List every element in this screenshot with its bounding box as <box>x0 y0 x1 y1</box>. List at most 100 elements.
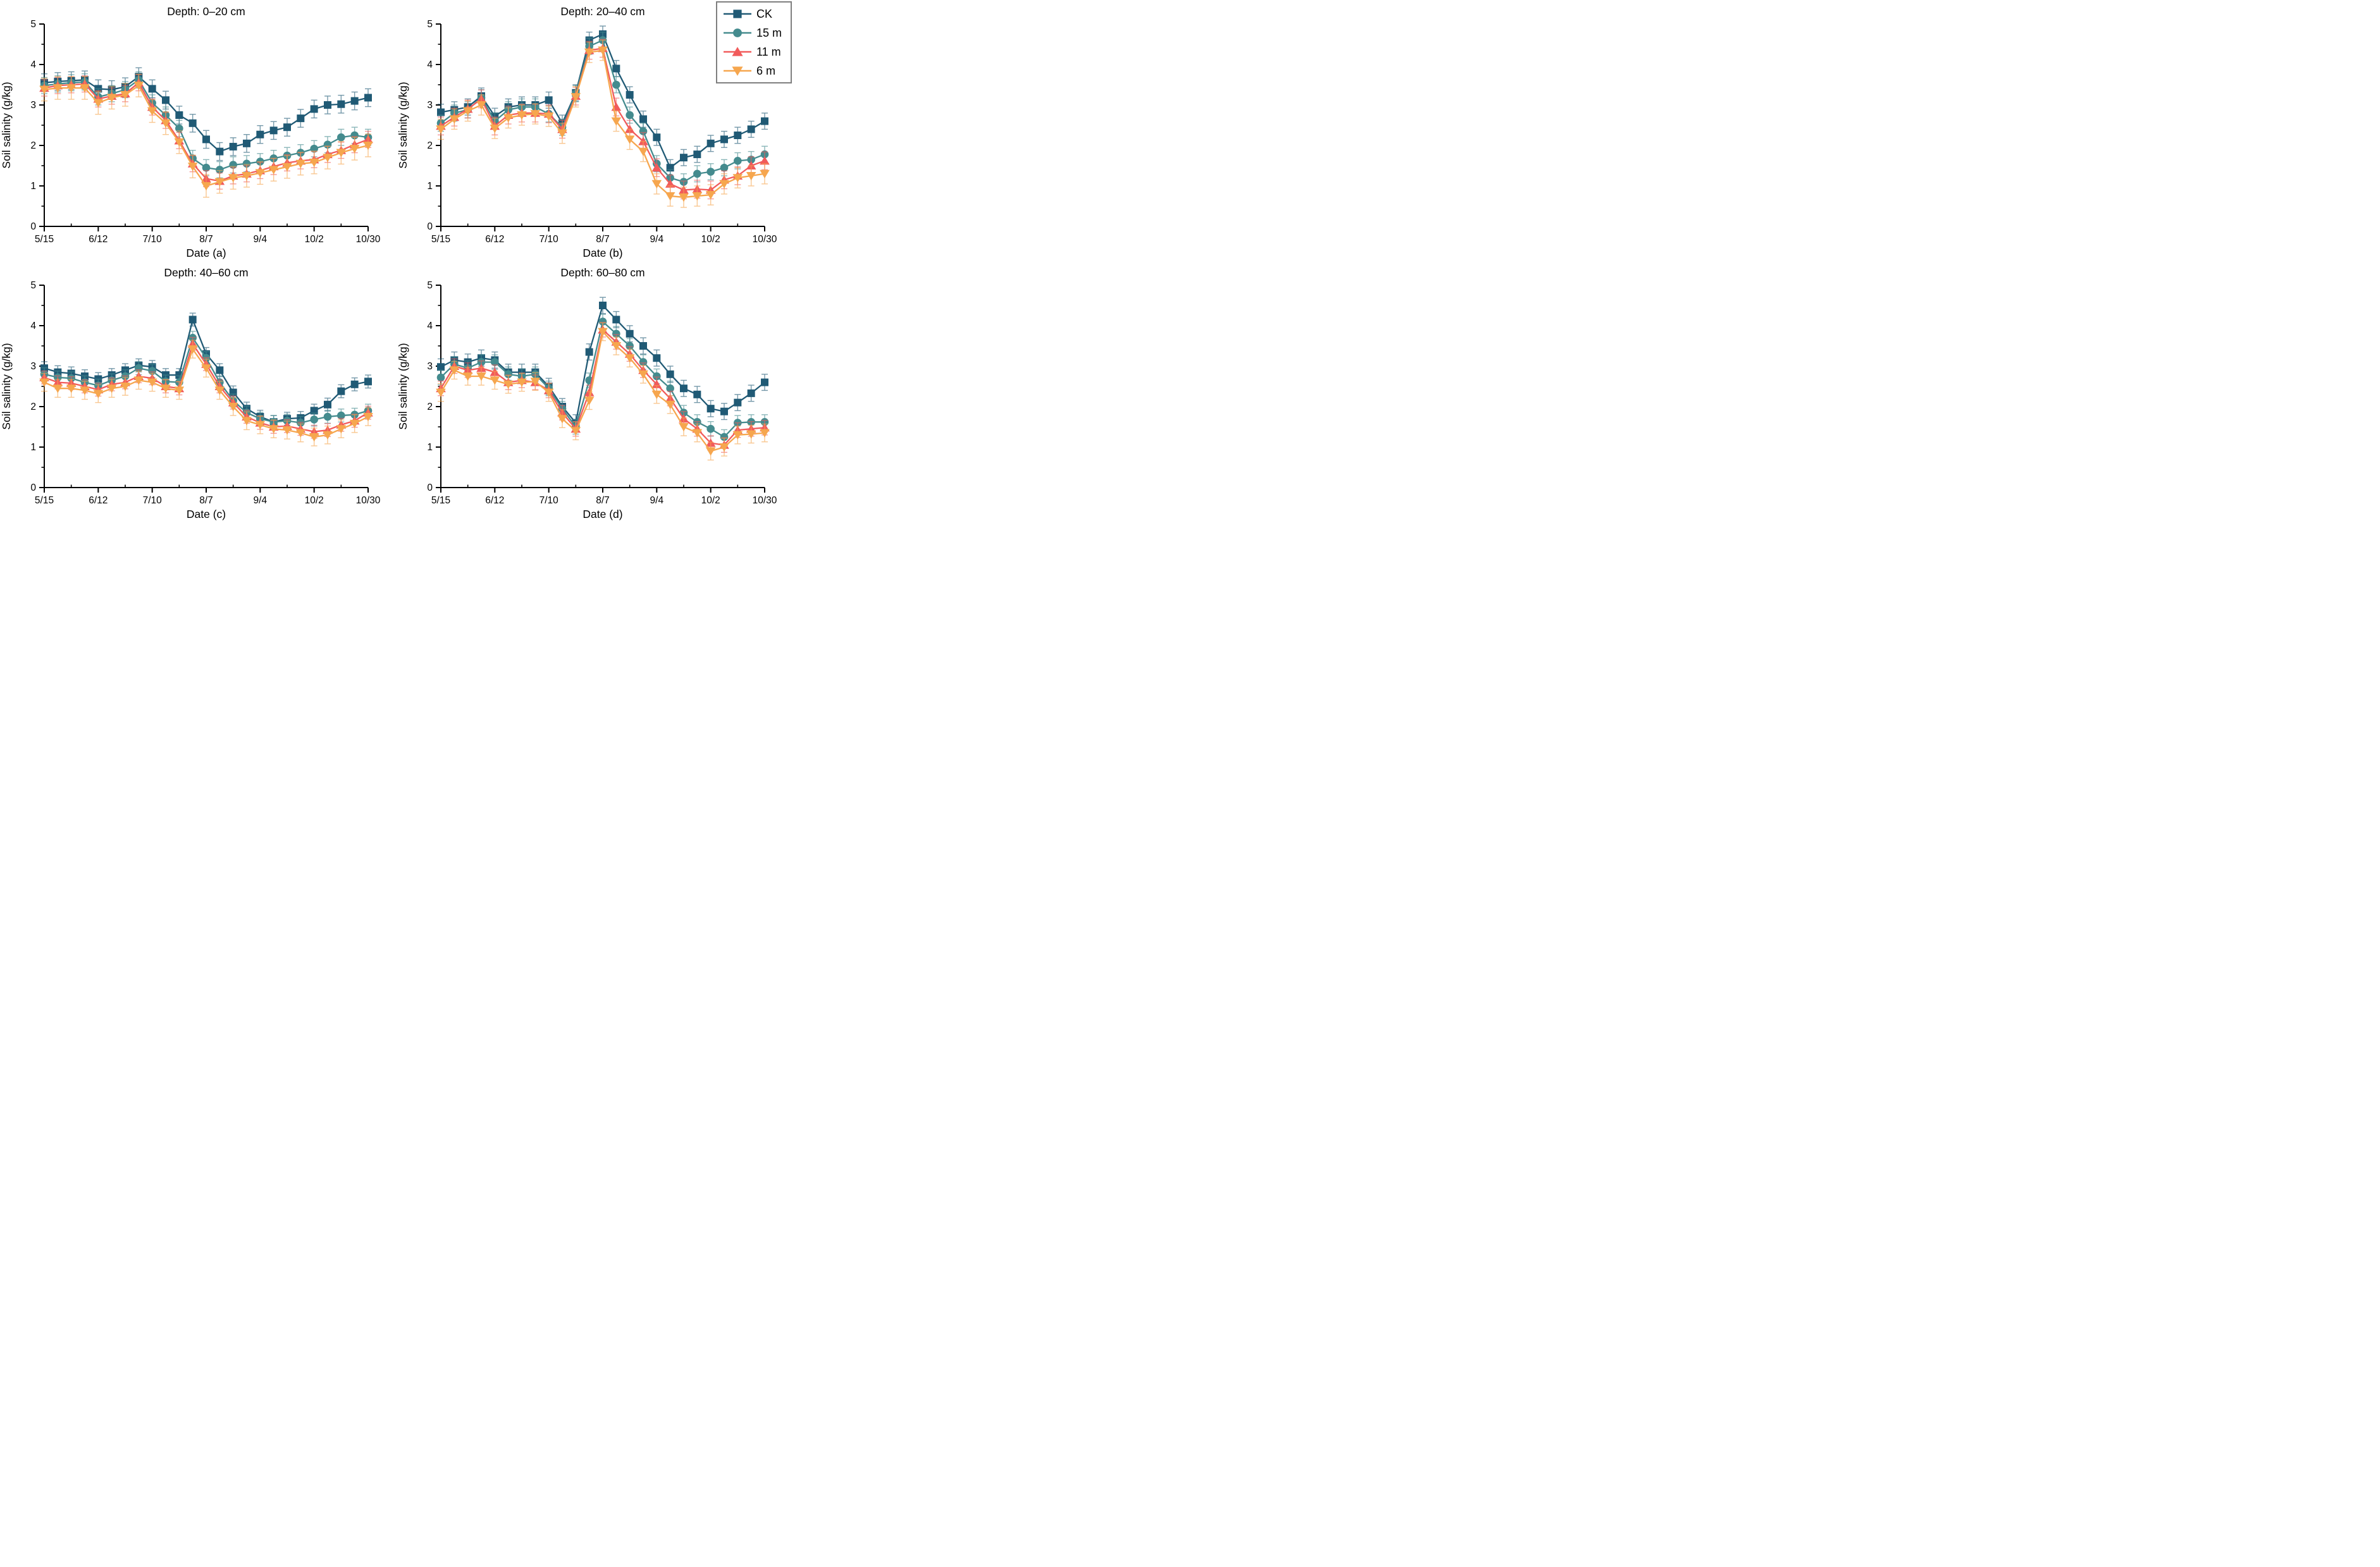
y-tick-label: 1 <box>427 181 433 192</box>
square-marker-icon <box>324 101 331 109</box>
triangle-down-marker-icon <box>719 443 729 452</box>
square-marker-icon <box>364 94 372 102</box>
series-markers <box>436 325 770 449</box>
square-marker-icon <box>310 407 318 415</box>
square-marker-icon <box>693 390 701 398</box>
square-marker-icon <box>761 117 768 125</box>
circle-marker-icon <box>706 424 715 433</box>
panel-c-yaxis-label: Soil salinity (g/kg) <box>0 343 13 429</box>
axes <box>39 23 369 231</box>
square-marker-icon <box>693 151 701 159</box>
panel-c-chart: Depth: 40–60 cm Date (c) Soil salinity (g/… <box>0 266 381 520</box>
square-marker-icon <box>148 85 156 93</box>
triangle-down-marker-icon <box>760 429 770 438</box>
error-bars <box>41 331 371 430</box>
circle-marker-icon <box>720 433 729 441</box>
square-marker-icon <box>585 348 593 356</box>
triangle-down-marker-icon <box>679 423 689 432</box>
panel-a-chart: Depth: 0–20 cm Date (a) Soil salinity (g/k… <box>0 5 381 259</box>
triangle-down-marker-icon <box>120 383 130 391</box>
triangle-down-marker-icon <box>598 46 608 55</box>
y-tick-label: 4 <box>30 59 36 70</box>
panel-b-yaxis-label: Soil salinity (g/kg) <box>397 82 409 168</box>
triangle-down-marker-icon <box>462 107 473 116</box>
figure-canvas: Depth: 0–20 cm Date (a) Soil salinity (g/k… <box>0 0 793 522</box>
triangle-down-marker-icon <box>624 135 635 144</box>
square-marker-icon <box>680 384 687 393</box>
square-marker-icon <box>324 400 331 409</box>
triangle-down-marker-icon <box>503 114 514 123</box>
triangle-down-marker-icon <box>584 48 595 57</box>
panel-d-chart: Depth: 60–80 cm Date (d) Soil salinity (g/… <box>397 266 777 520</box>
triangle-down-marker-icon <box>349 419 360 429</box>
panel-b-title: Depth: 20–40 cm <box>560 5 644 18</box>
y-tick-label: 4 <box>427 321 433 331</box>
y-tick-label: 3 <box>427 100 433 111</box>
square-marker-icon <box>350 380 359 388</box>
x-tick-label: 5/15 <box>431 495 450 506</box>
triangle-down-marker-icon <box>462 372 473 381</box>
triangle-up-marker-icon <box>651 379 662 388</box>
circle-marker-icon <box>733 28 742 37</box>
y-tick-label: 5 <box>427 19 433 30</box>
y-tick-label: 5 <box>427 280 433 291</box>
panel-b-xaxis-label: Date (b) <box>583 247 622 259</box>
square-marker-icon <box>350 97 359 105</box>
legend-item-11m: 11 m <box>722 42 782 61</box>
series-6m <box>436 39 770 208</box>
y-tick-label: 2 <box>427 402 433 412</box>
square-marker-icon <box>297 114 305 123</box>
circle-marker-icon <box>706 168 715 176</box>
triangle-down-marker-icon <box>557 129 567 138</box>
11m-triangle-up-marker-icon <box>723 47 751 56</box>
square-marker-icon <box>639 342 647 350</box>
x-tick-label: 5/15 <box>35 234 54 245</box>
triangle-down-marker-icon <box>530 110 541 119</box>
x-tick-label: 10/30 <box>753 234 777 245</box>
triangle-down-marker-icon <box>228 403 238 412</box>
triangle-down-marker-icon <box>120 91 130 100</box>
series-15m <box>40 71 373 178</box>
square-marker-icon <box>720 407 728 415</box>
triangle-down-marker-icon <box>624 354 635 363</box>
square-marker-icon <box>216 147 224 156</box>
circle-marker-icon <box>626 341 634 350</box>
circle-marker-icon <box>639 127 648 135</box>
triangle-down-marker-icon <box>557 415 567 424</box>
x-tick-label: 10/2 <box>305 495 324 506</box>
y-tick-label: 3 <box>427 361 433 372</box>
square-marker-icon <box>706 405 715 413</box>
triangle-down-marker-icon <box>490 125 500 133</box>
square-marker-icon <box>256 130 264 138</box>
series-line <box>440 328 765 446</box>
square-marker-icon <box>720 135 728 144</box>
x-tick-label: 5/15 <box>431 234 450 245</box>
triangle-down-marker-icon <box>503 380 514 389</box>
square-marker-icon <box>626 91 634 99</box>
square-marker-icon <box>761 378 768 386</box>
square-marker-icon <box>188 119 197 127</box>
square-marker-icon <box>733 9 742 18</box>
triangle-down-marker-icon <box>80 386 90 395</box>
triangle-down-marker-icon <box>255 421 266 429</box>
triangle-down-marker-icon <box>530 378 541 386</box>
legend-item-15m: 15 m <box>722 23 782 42</box>
panel-a-xaxis-label: Date (a) <box>186 247 226 259</box>
triangle-down-marker-icon <box>584 396 595 405</box>
triangle-down-marker-icon <box>201 364 211 373</box>
triangle-down-marker-icon <box>476 372 486 381</box>
circle-marker-icon <box>436 373 445 382</box>
series-markers <box>436 46 770 202</box>
circle-marker-icon <box>693 169 701 178</box>
square-marker-icon <box>437 363 445 371</box>
square-marker-icon <box>437 108 445 116</box>
x-tick-label: 6/12 <box>89 495 108 506</box>
circle-marker-icon <box>639 358 648 366</box>
square-marker-icon <box>599 302 607 309</box>
legend-item-6m: 6 m <box>722 61 782 80</box>
triangle-down-marker-icon <box>242 172 252 181</box>
y-tick-label: 0 <box>427 482 433 493</box>
x-tick-label: 10/2 <box>701 234 720 245</box>
square-marker-icon <box>706 139 715 147</box>
triangle-down-marker-icon <box>282 163 292 172</box>
